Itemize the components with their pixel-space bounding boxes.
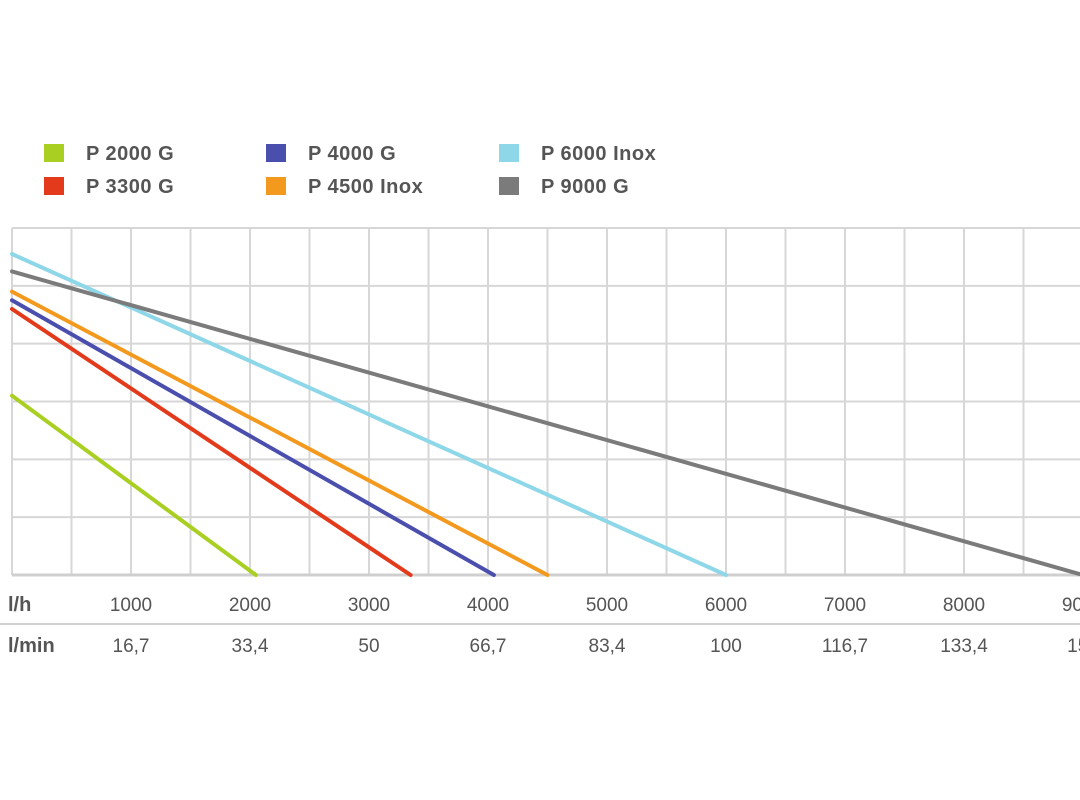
legend-swatch (499, 144, 519, 162)
x-axis-unit-primary: l/h (8, 594, 31, 616)
series-line-p-2000-g (10, 393, 258, 577)
series-line-p-4500-inox (10, 289, 550, 577)
x-tick-label: 9000 (1062, 595, 1080, 616)
x-tick-label: 2000 (229, 595, 271, 616)
legend-swatch (44, 144, 64, 162)
x-axis: l/h l/min 1000 16,7 2000 33,4 3000 50 4000 66,7 50… (8, 594, 1080, 657)
x-tick-label-secondary: 83,4 (589, 636, 626, 657)
x-tick-label: 1000 (110, 595, 152, 616)
x-tick-label-secondary: 33,4 (232, 636, 269, 657)
legend-swatch (499, 177, 519, 195)
x-tick-label-secondary: 16,7 (113, 636, 150, 657)
legend-swatch (44, 177, 64, 195)
legend-item-p-2000-g: P 2000 G (44, 143, 174, 165)
x-tick-label: 7000 (824, 595, 866, 616)
legend: P 2000 G P 3300 G P 4000 G P 4500 Inox P 600… (44, 143, 656, 198)
legend-item-p-4500-inox: P 4500 Inox (266, 176, 423, 198)
legend-label: P 3300 G (86, 176, 174, 198)
legend-label: P 2000 G (86, 143, 174, 165)
x-tick-label-secondary: 116,7 (822, 636, 868, 657)
series-line-p-3300-g (10, 307, 413, 577)
x-tick-label: 4000 (467, 595, 509, 616)
x-tick-label: 5000 (586, 595, 628, 616)
legend-label: P 4500 Inox (308, 176, 423, 198)
series-line-p-4000-g (10, 298, 496, 577)
legend-item-p-9000-g: P 9000 G (499, 176, 629, 198)
legend-swatch (266, 144, 286, 162)
series-line-p-6000-inox (10, 252, 728, 577)
legend-swatch (266, 177, 286, 195)
series-line-p-9000-g (10, 269, 1080, 577)
x-tick-label: 8000 (943, 595, 985, 616)
legend-item-p-4000-g: P 4000 G (266, 143, 396, 165)
grid (0, 227, 1080, 625)
x-tick-label-secondary: 50 (358, 636, 379, 657)
legend-label: P 9000 G (541, 176, 629, 198)
series-lines (10, 252, 1080, 577)
legend-label: P 6000 Inox (541, 143, 656, 165)
legend-label: P 4000 G (308, 143, 396, 165)
x-tick-label-secondary: 133,4 (940, 636, 988, 657)
x-tick-label: 6000 (705, 595, 747, 616)
legend-item-p-3300-g: P 3300 G (44, 176, 174, 198)
legend-item-p-6000-inox: P 6000 Inox (499, 143, 656, 165)
x-tick-label-secondary: 150 (1067, 636, 1080, 657)
x-tick-label-secondary: 66,7 (470, 636, 507, 657)
x-tick-label-secondary: 100 (710, 636, 742, 657)
x-tick-label: 3000 (348, 595, 390, 616)
x-axis-unit-secondary: l/min (8, 635, 55, 657)
